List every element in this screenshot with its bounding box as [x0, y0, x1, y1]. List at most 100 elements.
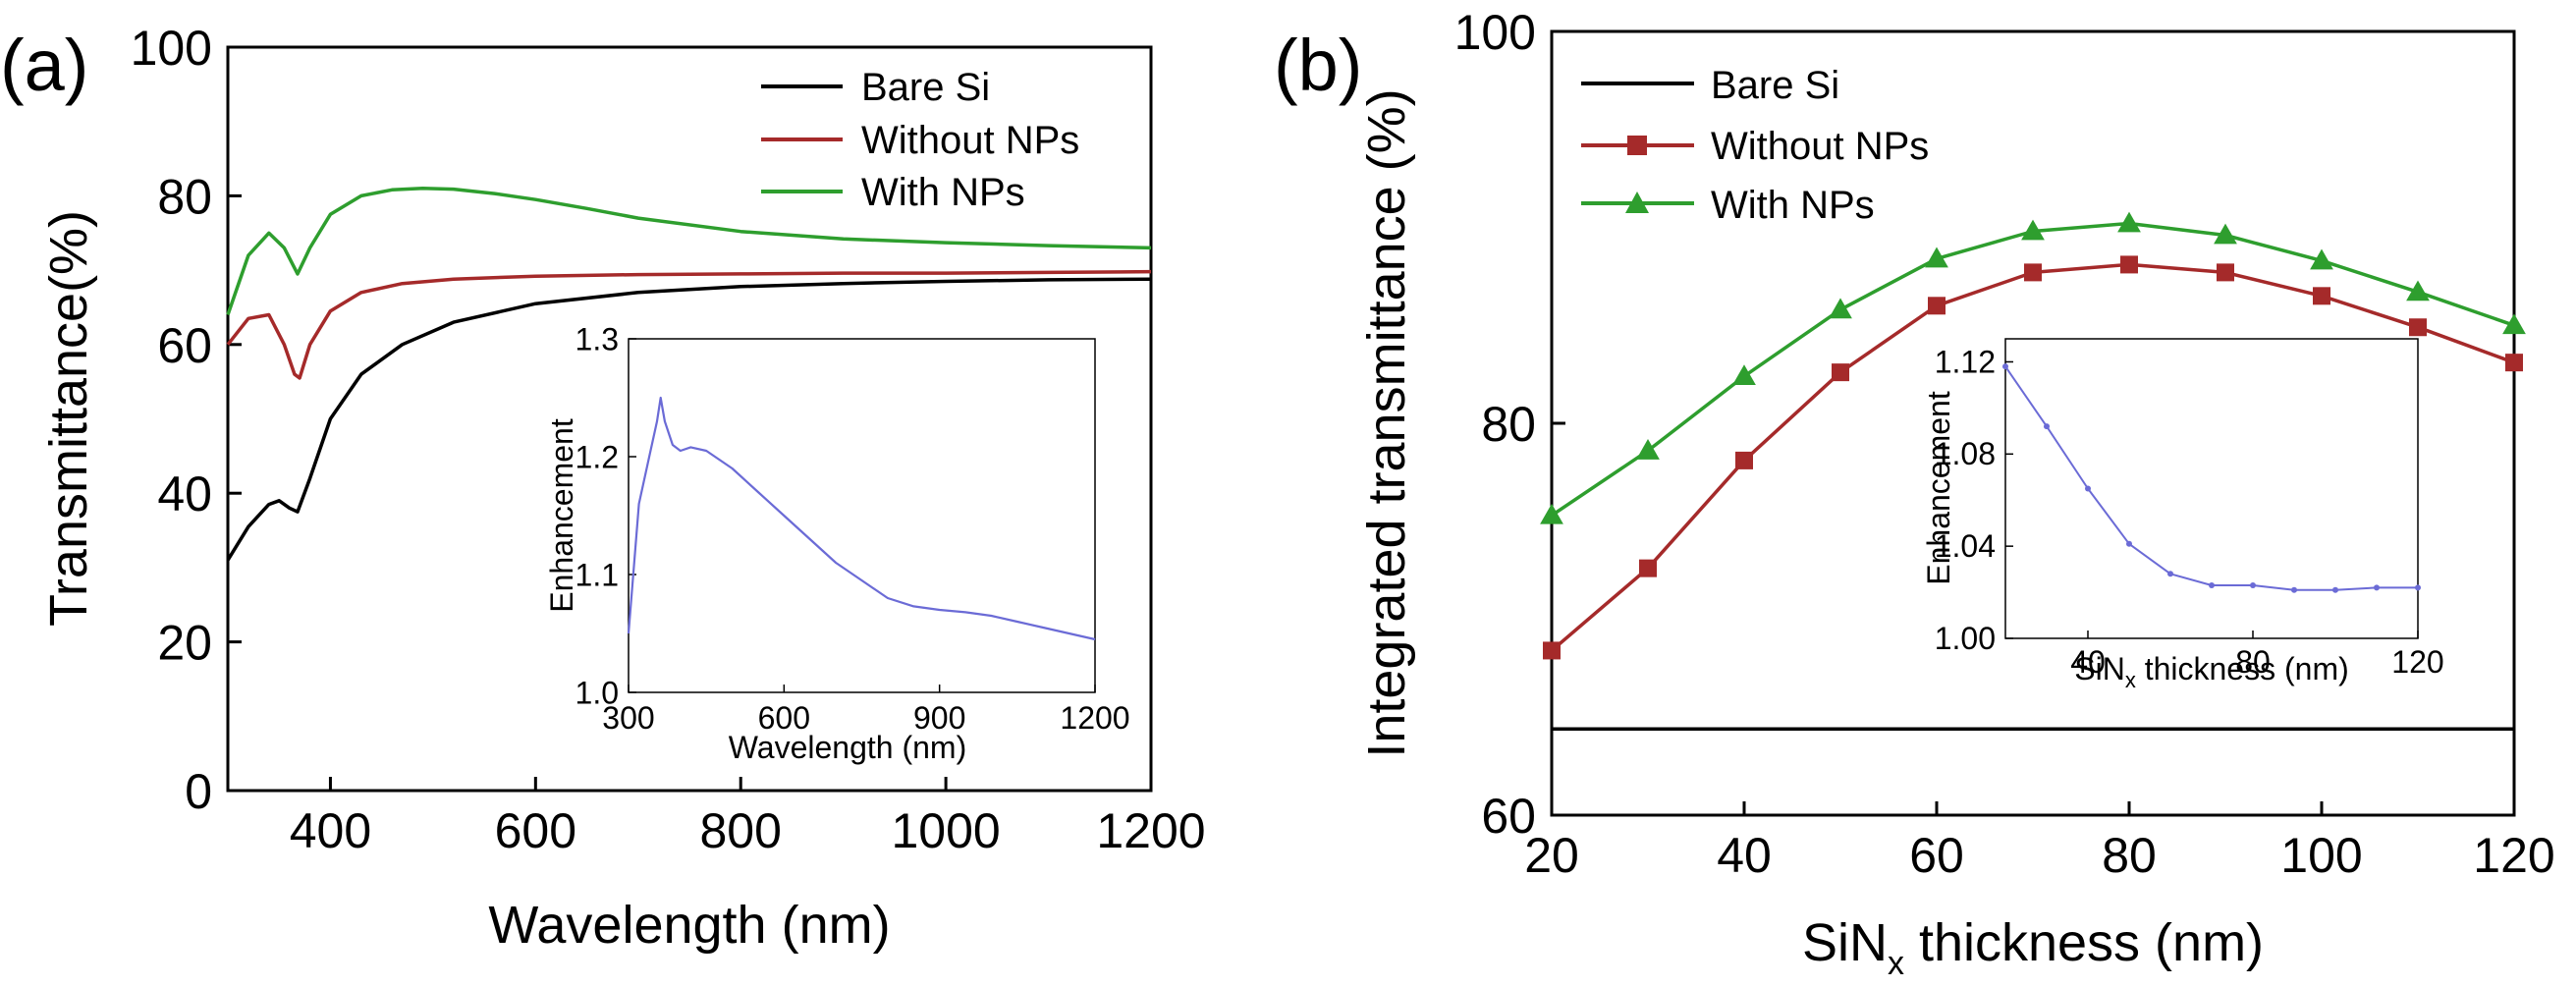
point-with-nps [1925, 247, 1948, 268]
panel-a-legend: Bare Si Without NPs With NPs [761, 66, 1079, 214]
x-tick-label: 20 [1524, 828, 1579, 883]
x-title-tail: thickness (nm) [1904, 913, 2264, 972]
legend-b-label-with-nps: With NPs [1711, 184, 1875, 227]
panel-b-series [1540, 211, 2526, 731]
x-tick-label: 1200 [1096, 803, 1205, 858]
x-tick-label: 40 [1717, 828, 1772, 883]
point-with-nps [1540, 503, 1563, 524]
point-enhancement [2209, 582, 2215, 589]
series-line-with-nps [226, 187, 1152, 316]
x-title-sub: x [1888, 945, 1904, 982]
panel-b: (b) Integrated transmittance (%) SiNx th… [1274, 5, 2555, 982]
panel-a: (a) Transmittance(%) Wavelength (nm) 0 20… [0, 21, 1206, 955]
panel-a-y-ticks: 0 20 40 60 80 100 [131, 21, 242, 819]
series-line-without-nps [226, 269, 1152, 380]
x-tick-label: 120 [2473, 828, 2554, 883]
x-tick-label: 900 [913, 700, 965, 736]
point-without-nps [1639, 559, 1657, 577]
x-tick-label: 1000 [891, 803, 1000, 858]
y-tick-label: 100 [131, 21, 212, 76]
y-tick-label: 1.12 [1935, 344, 1996, 379]
panel-a-inset-bg [629, 339, 1095, 692]
legend-label-without-nps: Without NPs [861, 119, 1079, 162]
panel-a-inset-x-ticks: 300 600 900 1200 [602, 685, 1130, 736]
x-title-main: SiN [1802, 913, 1888, 972]
x-tick-label: 120 [2391, 644, 2443, 680]
point-enhancement [2374, 584, 2380, 591]
y-tick-label: 60 [157, 318, 212, 373]
x-tick-label: 1200 [1060, 700, 1129, 736]
point-with-nps [2310, 248, 2333, 270]
panel-b-inset: Enhancement SiNx thickness (nm) 1.00 1.04… [1921, 338, 2444, 692]
x-tick-label: 100 [2280, 828, 2362, 883]
panel-b-inset-y-title: Enhancement [1921, 391, 1956, 585]
y-tick-label: 1.04 [1935, 528, 1996, 564]
point-enhancement [2250, 582, 2256, 589]
y-tick-label: 1.3 [575, 322, 619, 357]
point-without-nps [1832, 363, 1849, 382]
panel-a-inset-frame [628, 338, 1096, 693]
x-tick-label: 600 [495, 803, 576, 858]
panel-b-inset-x-title: SiNx thickness (nm) [2074, 651, 2349, 692]
y-tick-label: 20 [157, 616, 212, 671]
point-without-nps [2120, 255, 2138, 274]
y-tick-label: 0 [185, 764, 212, 819]
point-without-nps [2217, 263, 2234, 282]
panel-b-y-axis-title: Integrated transmittance (%) [1357, 88, 1416, 757]
y-tick-label: 1.1 [575, 558, 619, 593]
y-tick-label: 1.00 [1935, 621, 1996, 656]
x-tick-label: 40 [2070, 644, 2106, 680]
panel-b-inset-series [2002, 363, 2421, 593]
point-with-nps [2502, 313, 2526, 335]
point-enhancement [2044, 423, 2050, 430]
panel-a-inset-series [627, 396, 1096, 641]
legend-label-with-nps: With NPs [861, 171, 1025, 214]
panel-a-x-ticks: 400 600 800 1000 1200 [290, 777, 1206, 858]
legend-label-bare-si: Bare Si [861, 66, 990, 109]
panel-a-inset-y-ticks: 1.0 1.1 1.2 1.3 [575, 322, 636, 711]
x-tick-label: 60 [1909, 828, 1964, 883]
point-without-nps [1543, 641, 1561, 660]
inset-x-title-tail: thickness (nm) [2136, 651, 2349, 686]
point-without-nps [2505, 354, 2523, 372]
point-enhancement [2167, 571, 2173, 577]
panel-b-legend: Bare Si Without NPs With NPs [1581, 64, 1929, 227]
y-tick-label: 100 [1454, 5, 1536, 60]
point-with-nps [1636, 439, 1660, 460]
legend-b-marker-square [1627, 136, 1647, 155]
panel-b-inset-x-ticks: 40 80 120 [2070, 631, 2444, 680]
point-with-nps [1732, 364, 1756, 386]
panel-a-plot-frame [226, 45, 1153, 793]
point-enhancement [2126, 540, 2132, 547]
point-without-nps [2024, 263, 2042, 282]
inset-x-title-main: SiN [2074, 651, 2125, 686]
x-tick-label: 800 [700, 803, 782, 858]
point-with-nps [2021, 219, 2045, 241]
y-tick-label: 80 [1481, 397, 1536, 452]
x-tick-label: 80 [2102, 828, 2157, 883]
series-line-bare-si [226, 277, 1152, 562]
panel-a-label: (a) [0, 25, 88, 106]
x-tick-label: 300 [602, 700, 654, 736]
point-enhancement [2002, 363, 2008, 370]
panel-b-inset-bg [2005, 339, 2418, 638]
point-without-nps [1928, 297, 1946, 315]
point-enhancement [2085, 485, 2091, 492]
y-tick-label: 80 [157, 169, 212, 224]
y-tick-label: 60 [1481, 789, 1536, 844]
y-tick-label: 1.08 [1935, 436, 1996, 471]
inset-x-title-sub: x [2125, 668, 2136, 692]
panel-b-x-ticks: 20 40 60 80 100 120 [1524, 801, 2555, 883]
panel-b-y-ticks: 60 80 100 [1454, 5, 1565, 844]
series-line-enhancement [627, 396, 1096, 641]
point-without-nps [2409, 318, 2427, 337]
panel-b-inset-y-ticks: 1.00 1.04 1.08 1.12 [1935, 344, 2013, 656]
x-tick-label: 400 [290, 803, 371, 858]
legend-b-label-without-nps: Without NPs [1711, 125, 1929, 168]
point-enhancement [2291, 586, 2297, 593]
panel-a-y-axis-title: Transmittance(%) [39, 210, 98, 627]
point-enhancement [2415, 584, 2421, 591]
y-tick-label: 1.0 [575, 676, 619, 711]
y-tick-label: 40 [157, 466, 212, 521]
